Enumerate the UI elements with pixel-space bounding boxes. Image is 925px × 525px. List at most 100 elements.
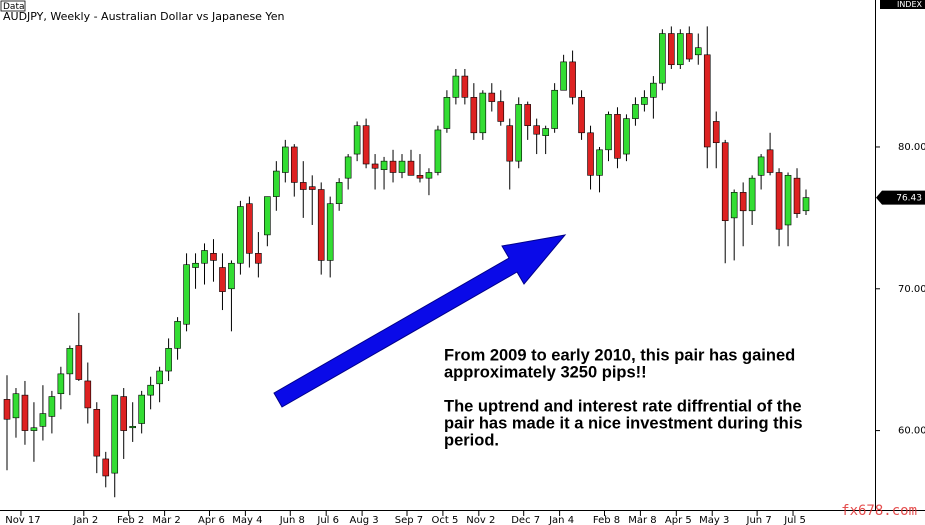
candle-body xyxy=(84,380,92,409)
candle-body xyxy=(165,348,172,372)
candle-body xyxy=(12,393,20,419)
candle-body xyxy=(596,149,603,176)
x-tick-label: Apr 6 xyxy=(198,515,225,525)
candle-body xyxy=(479,92,487,134)
candle-body xyxy=(21,394,29,431)
candle-body xyxy=(757,156,765,176)
candle-body xyxy=(542,128,549,136)
tag: Data xyxy=(3,2,25,12)
candle-body xyxy=(775,172,783,230)
candle-body xyxy=(659,33,666,84)
candle-body xyxy=(290,146,298,183)
candle-body xyxy=(407,160,415,176)
y-tick-label: 70.00 xyxy=(898,284,925,295)
candle-body xyxy=(344,156,352,179)
candle-body xyxy=(578,97,585,134)
candle-body xyxy=(434,129,442,173)
annotation: period. xyxy=(444,431,499,449)
candle-body xyxy=(641,97,648,105)
x-tick-label: Jun 8 xyxy=(279,515,305,525)
candle-body xyxy=(335,182,343,204)
candle-body xyxy=(326,203,334,261)
candle-body xyxy=(174,321,181,349)
candle-body xyxy=(488,92,496,102)
last-price-label: 76.43 xyxy=(896,194,922,204)
candle-body xyxy=(766,149,774,173)
candle-body xyxy=(506,125,514,162)
annotation: pair has made it a nice investment durin… xyxy=(444,414,803,432)
tag-box xyxy=(0,0,26,12)
x-tick-label: Jun 7 xyxy=(746,515,772,525)
candle-body xyxy=(587,132,594,176)
candle-body xyxy=(748,177,756,212)
candle-body xyxy=(147,384,154,396)
annotation: The uptrend and interest rate diffrentia… xyxy=(444,397,802,415)
plot: 60.00 70.00 80.00 Nov 17 Jan 2 Feb 2 Mar 2 Apr … xyxy=(3,26,925,525)
chart-title: AUDJPY, Weekly - Australian Dollar vs Ja… xyxy=(3,10,284,23)
candle-body xyxy=(425,172,433,179)
x-tick-label: Oct 5 xyxy=(431,515,458,525)
candle-body xyxy=(75,345,83,380)
candle-body xyxy=(48,396,56,417)
candle-body xyxy=(685,33,693,60)
candle-body xyxy=(353,125,361,155)
candle-body xyxy=(129,426,136,429)
candle-body xyxy=(111,394,119,474)
candle-body xyxy=(470,97,478,134)
candle-body xyxy=(219,267,226,292)
candle-body xyxy=(515,104,523,162)
candle-body xyxy=(39,413,47,427)
candle-body xyxy=(739,192,747,212)
candle-body xyxy=(721,142,729,222)
candle-body xyxy=(632,104,639,119)
y-tick-label: 80.00 xyxy=(898,142,925,153)
x-tick-label: May 4 xyxy=(232,515,262,525)
candle-body xyxy=(461,75,469,98)
candle-body xyxy=(3,399,11,420)
candle-body xyxy=(560,61,567,91)
x-tick-label: Feb 8 xyxy=(593,515,620,525)
candle-body xyxy=(362,125,370,165)
candle-body xyxy=(533,125,540,135)
candle-body xyxy=(730,192,738,219)
candle-body xyxy=(623,118,630,155)
x-tick-label: Mar 8 xyxy=(628,515,656,525)
candle-body xyxy=(282,146,289,173)
x-tick-label: Feb 2 xyxy=(117,515,144,525)
candle-body xyxy=(120,396,128,431)
candle-body xyxy=(668,33,675,66)
candle-body xyxy=(299,182,307,190)
candle-body xyxy=(93,409,101,457)
candle-body xyxy=(389,160,397,173)
candle-body xyxy=(497,101,505,122)
candle-body xyxy=(452,75,460,98)
candle-body xyxy=(273,170,280,197)
annotation: From 2009 to early 2010, this pair has g… xyxy=(444,346,795,364)
candle-body xyxy=(138,394,145,424)
candle-body xyxy=(802,197,810,212)
candle-body xyxy=(183,264,190,325)
candle-body xyxy=(192,262,199,268)
axis-tag-box xyxy=(880,0,925,9)
x-tick-label: May 3 xyxy=(699,515,729,525)
x-tick-label: Jan 4 xyxy=(548,515,574,525)
candle-body xyxy=(694,47,702,56)
x-tick-label: Aug 3 xyxy=(350,515,379,525)
annotations: From 2009 to early 2010, this pair has g… xyxy=(444,346,803,449)
axis-tag: INDEX xyxy=(897,0,923,9)
candle-body xyxy=(255,253,262,264)
candle-body xyxy=(264,196,271,236)
candle-body xyxy=(650,82,657,98)
candle-body xyxy=(66,348,74,375)
x-tick-label: Jul 6 xyxy=(316,515,339,525)
x-tick-label: Dec 7 xyxy=(511,515,540,525)
candle-body xyxy=(210,253,217,261)
candle-body xyxy=(784,175,792,226)
candle-body xyxy=(443,97,451,129)
candle-body xyxy=(416,175,424,179)
candle-body xyxy=(317,189,325,261)
x-tick-label: Mar 2 xyxy=(152,515,180,525)
x-tick-label: Apr 5 xyxy=(665,515,692,525)
candle-body xyxy=(30,427,38,431)
candle-body xyxy=(237,206,244,264)
